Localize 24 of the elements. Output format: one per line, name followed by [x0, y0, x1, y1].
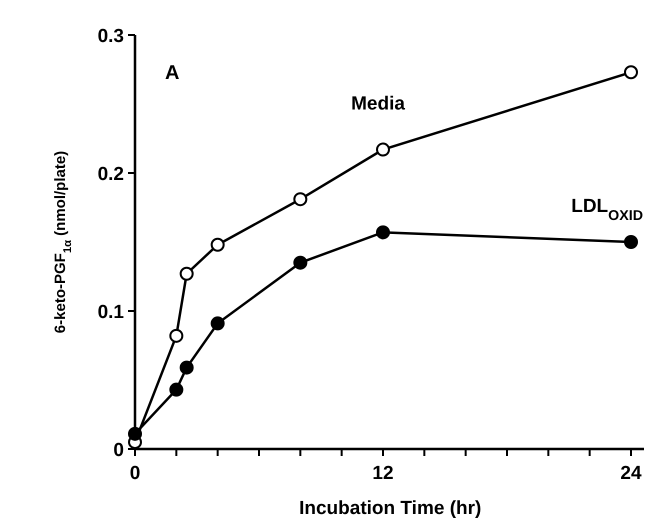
point — [169, 382, 184, 397]
series-label: Media — [351, 94, 406, 115]
x-tick-label: 24 — [620, 463, 642, 484]
point — [376, 142, 390, 157]
point — [624, 65, 638, 80]
point — [180, 266, 194, 281]
point — [180, 360, 194, 375]
point — [169, 328, 184, 343]
y-tick-label: 0 — [113, 440, 124, 461]
point — [128, 426, 142, 441]
series-label: LDL$_{OXID}$ — [571, 196, 643, 224]
x-axis-title: Incubation Time (hr) — [299, 498, 482, 519]
y-tick-label: 0.3 — [98, 26, 124, 47]
point — [293, 256, 308, 270]
point — [376, 225, 390, 240]
y-tick-label: 0.2 — [98, 164, 124, 185]
x-tick-label: 0 — [130, 463, 140, 484]
annotation: A — [165, 62, 180, 84]
point — [210, 316, 225, 330]
y-tick-label: 0.1 — [98, 302, 124, 323]
point — [293, 192, 308, 206]
point — [210, 238, 225, 252]
point — [624, 235, 638, 249]
x-tick-label: 12 — [372, 463, 394, 484]
